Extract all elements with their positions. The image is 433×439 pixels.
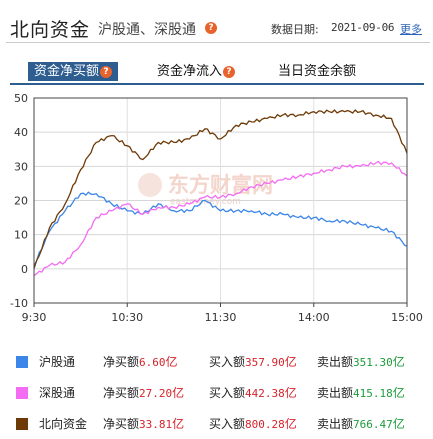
unit-label: 亿 <box>284 417 297 431</box>
sell-cell: 卖出额351.30亿 <box>317 352 405 373</box>
buy-label: 买入额 <box>209 417 246 431</box>
sell-cell: 卖出额766.47亿 <box>317 414 405 435</box>
y-tick-label: 40 <box>14 126 28 139</box>
buy-label: 买入额 <box>209 386 246 400</box>
unit-label: 亿 <box>392 386 405 400</box>
legend-row-sgt: 深股通 净买额27.20亿 买入额442.38亿 卖出额415.18亿 <box>0 383 433 403</box>
header: 北向资金 沪股通、深股通 ? 数据日期: 2021-09-06 更多 <box>0 0 433 44</box>
net-buy-value: 33.81 <box>139 418 173 431</box>
tab-net-buy-label: 资金净买额 <box>34 64 100 79</box>
series-line-3 <box>33 109 408 269</box>
sell-value: 351.30 <box>353 356 393 369</box>
legend-name: 北向资金 <box>39 417 88 431</box>
buy-value: 800.28 <box>245 418 285 431</box>
net-buy-label: 净买额 <box>103 355 140 369</box>
chart-axes: -10 0 10 20 30 40 50 9:30 10:30 11:30 14:00 15:00 <box>10 92 423 324</box>
y-tick-label: 50 <box>14 92 28 105</box>
net-buy-label: 净买额 <box>103 417 140 431</box>
legend-swatch <box>16 387 28 399</box>
tab-daily-balance-label: 当日资金余额 <box>278 64 357 79</box>
tab-net-buy[interactable]: 资金净买额? <box>28 62 119 81</box>
net-buy-cell: 净买额33.81亿 <box>103 414 184 435</box>
sell-value: 415.18 <box>353 387 393 400</box>
unit-label: 亿 <box>284 355 297 369</box>
help-icon[interactable]: ? <box>100 66 113 78</box>
buy-value: 357.90 <box>245 356 285 369</box>
watermark-subtext: eastmoney.com <box>170 197 241 207</box>
net-buy-label: 净买额 <box>103 386 140 400</box>
help-icon[interactable]: ? <box>205 22 217 34</box>
unit-label: 亿 <box>392 417 405 431</box>
x-tick-label: 11:30 <box>205 311 237 324</box>
legend-swatch <box>16 418 28 430</box>
north-funds-chart[interactable]: 东方财富网 eastmoney.com -10 0 10 20 30 40 50 9:30 10… <box>0 88 433 338</box>
buy-cell: 买入额800.28亿 <box>209 414 297 435</box>
unit-label: 亿 <box>392 355 405 369</box>
unit-label: 亿 <box>165 355 178 369</box>
watermark-logo-icon <box>138 173 162 197</box>
header-divider <box>6 42 430 43</box>
unit-label: 亿 <box>172 417 185 431</box>
buy-cell: 买入额357.90亿 <box>209 352 297 373</box>
sell-label: 卖出额 <box>317 355 354 369</box>
legend-name: 深股通 <box>39 386 76 400</box>
series-line-2 <box>33 160 408 277</box>
unit-label: 亿 <box>284 386 297 400</box>
legend-name: 沪股通 <box>39 355 76 369</box>
date-label: 数据日期: <box>271 23 319 36</box>
tab-net-inflow-label: 资金净流入 <box>157 64 223 79</box>
legend-row-hgt: 沪股通 净买额6.60亿 买入额357.90亿 卖出额351.30亿 <box>0 352 433 372</box>
legend-row-north: 北向资金 净买额33.81亿 买入额800.28亿 卖出额766.47亿 <box>0 414 433 434</box>
sell-value: 766.47 <box>353 418 393 431</box>
sell-cell: 卖出额415.18亿 <box>317 383 405 404</box>
more-link[interactable]: 更多 <box>400 23 422 36</box>
x-tick-label: 15:00 <box>391 311 423 324</box>
legend-swatch <box>16 356 28 368</box>
sell-label: 卖出额 <box>317 386 354 400</box>
watermark-text: 东方财富网 <box>168 173 273 197</box>
net-buy-cell: 净买额27.20亿 <box>103 383 184 404</box>
sell-label: 卖出额 <box>317 417 354 431</box>
net-buy-value: 6.60 <box>139 356 166 369</box>
buy-label: 买入额 <box>209 355 246 369</box>
buy-cell: 买入额442.38亿 <box>209 383 297 404</box>
y-tick-label: 30 <box>14 160 28 173</box>
date-value: 2021-09-06 <box>331 21 395 34</box>
x-tick-label: 10:30 <box>111 311 143 324</box>
tab-net-inflow[interactable]: 资金净流入? <box>157 62 236 81</box>
chart-series <box>33 109 408 277</box>
y-tick-label: -10 <box>10 297 28 310</box>
net-buy-cell: 净买额6.60亿 <box>103 352 178 373</box>
y-tick-label: 20 <box>14 195 28 208</box>
x-tick-label: 9:30 <box>22 311 47 324</box>
buy-value: 442.38 <box>245 387 285 400</box>
tab-underline <box>10 83 424 85</box>
x-tick-label: 14:00 <box>298 311 330 324</box>
plot-frame <box>33 97 408 304</box>
y-tick-label: 10 <box>14 229 28 242</box>
page-subtitle: 沪股通、深股通 <box>98 22 196 38</box>
y-tick-label: 0 <box>21 263 28 276</box>
page-title: 北向资金 <box>10 19 91 41</box>
unit-label: 亿 <box>172 386 185 400</box>
help-icon[interactable]: ? <box>223 66 236 78</box>
net-buy-value: 27.20 <box>139 387 173 400</box>
series-line-1 <box>33 191 408 266</box>
tab-daily-balance[interactable]: 当日资金余额 <box>278 62 356 81</box>
chart-watermark: 东方财富网 eastmoney.com <box>138 173 273 207</box>
